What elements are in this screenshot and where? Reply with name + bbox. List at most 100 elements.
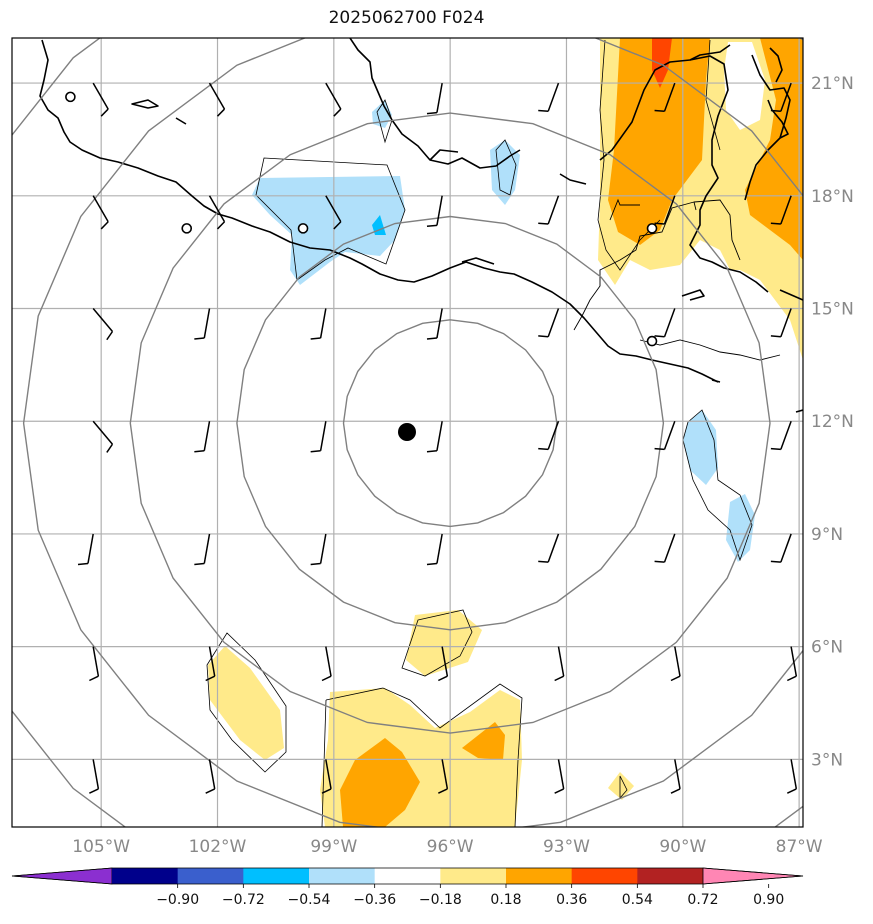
- colorbar-outline: [11, 867, 804, 885]
- wind-barbs: [65, 82, 798, 794]
- colorbar-segment: [637, 868, 704, 884]
- wind-barb: [208, 82, 226, 117]
- latitude-label: 3°N: [811, 750, 843, 770]
- wind-barb: [670, 759, 681, 794]
- wind-barb: [426, 421, 443, 453]
- wind-barb: [92, 420, 114, 453]
- positive-field-south-1: [406, 610, 482, 676]
- station-marker: [297, 223, 309, 234]
- wind-barb: [92, 82, 109, 117]
- wind-barb: [208, 195, 226, 230]
- wind-barb: [89, 759, 100, 794]
- wind-barb: [654, 420, 676, 451]
- longitude-label: 102°W: [189, 837, 247, 857]
- wind-barb: [538, 533, 560, 563]
- wind-barb: [770, 420, 792, 451]
- wind-barb: [426, 533, 443, 566]
- wind-barb: [554, 759, 565, 794]
- colorbar-tick-label: −0.72: [222, 892, 265, 908]
- wind-barb: [321, 759, 332, 794]
- colorbar-segment: [571, 868, 638, 884]
- colorbar-segment: [177, 868, 244, 884]
- wind-barb: [325, 82, 342, 117]
- wind-barb: [670, 646, 681, 682]
- wind-barb: [426, 308, 443, 340]
- wind-barb: [786, 646, 798, 682]
- wind-barb: [325, 195, 342, 230]
- colorbar-segment: [112, 868, 179, 884]
- latitude-label: 6°N: [811, 638, 843, 658]
- storm-center-marker: [398, 423, 416, 441]
- wind-barb: [426, 82, 443, 115]
- colorbar-segment: [506, 868, 573, 884]
- wind-barb: [654, 533, 676, 563]
- wind-barb: [654, 195, 676, 225]
- colorbar-segment: [440, 868, 507, 884]
- wind-barb: [321, 646, 332, 682]
- positive-field-ne-orange: [608, 38, 710, 245]
- station-marker: [646, 223, 658, 234]
- colorbar-extend-low: [11, 867, 113, 885]
- wind-barb: [770, 195, 792, 225]
- colorbar-segment: [243, 868, 310, 884]
- station-marker: [65, 91, 76, 103]
- latitude-label: 21°N: [811, 74, 854, 94]
- wind-barb: [205, 646, 216, 682]
- latitude-label: 12°N: [811, 412, 854, 432]
- wind-barb: [770, 82, 792, 113]
- wind-barb: [194, 533, 211, 566]
- colorbar-tick-label: 0.36: [556, 892, 587, 908]
- wind-barb: [654, 308, 676, 338]
- wind-barb: [438, 759, 449, 794]
- borders: [573, 198, 781, 361]
- latitude-labels: 21°N 18°N 15°N 12°N 9°N 6°N 3°N: [811, 74, 854, 770]
- latitude-label: 18°N: [811, 187, 854, 207]
- shaded-fields: [206, 38, 803, 827]
- wind-barb: [426, 195, 443, 228]
- latitude-label: 9°N: [811, 525, 843, 545]
- station-marker: [181, 223, 193, 234]
- colorbar-tick-label: 0.18: [490, 892, 521, 908]
- longitude-label: 93°W: [543, 837, 590, 857]
- longitude-label: 96°W: [427, 837, 474, 857]
- colorbar-segment: [309, 868, 376, 884]
- wind-barb: [554, 646, 565, 682]
- negative-field-east-2: [726, 494, 755, 562]
- wind-barb: [538, 195, 560, 225]
- wind-barb: [538, 308, 560, 338]
- colorbar-tick-label: 0.54: [622, 892, 653, 908]
- wind-barb: [654, 82, 676, 113]
- range-ring: [129, 112, 771, 734]
- colorbar-extend-high: [702, 867, 804, 885]
- wind-barb: [438, 646, 449, 682]
- wind-barb: [310, 308, 327, 340]
- longitude-label: 90°W: [659, 837, 706, 857]
- colorbar: −0.90 −0.72 −0.54 −0.36 −0.18 0.18 0.36 0.54 0.7…: [11, 867, 804, 908]
- latitude-label: 15°N: [811, 300, 854, 320]
- range-ring: [22, 38, 803, 827]
- range-ring: [342, 319, 558, 528]
- colorbar-tick-label: 0.72: [687, 892, 718, 908]
- wind-barb: [786, 759, 798, 794]
- wind-barb: [89, 646, 100, 682]
- plot-frame: [11, 37, 804, 828]
- coastlines: [39, 38, 803, 413]
- positive-field-south-2: [208, 646, 284, 760]
- wind-barb: [92, 308, 114, 341]
- wind-barb: [310, 533, 327, 566]
- colorbar-tick-label: 0.90: [753, 892, 784, 908]
- wind-barb: [770, 533, 792, 563]
- negative-field-mexico: [252, 176, 405, 285]
- positive-field-south-orange: [340, 738, 420, 827]
- longitude-label: 105°W: [72, 837, 130, 857]
- longitude-labels: 105°W 102°W 99°W 96°W 93°W 90°W 87°W: [72, 837, 822, 857]
- wind-barb: [92, 195, 109, 230]
- wind-barb: [770, 308, 792, 338]
- longitude-label: 87°W: [776, 837, 823, 857]
- colorbar-tick-label: −0.18: [419, 892, 462, 908]
- wind-barb: [194, 421, 211, 453]
- colorbar-tick-label: −0.54: [288, 892, 331, 908]
- range-ring: [236, 215, 665, 631]
- colorbar-tick-label: −0.36: [353, 892, 396, 908]
